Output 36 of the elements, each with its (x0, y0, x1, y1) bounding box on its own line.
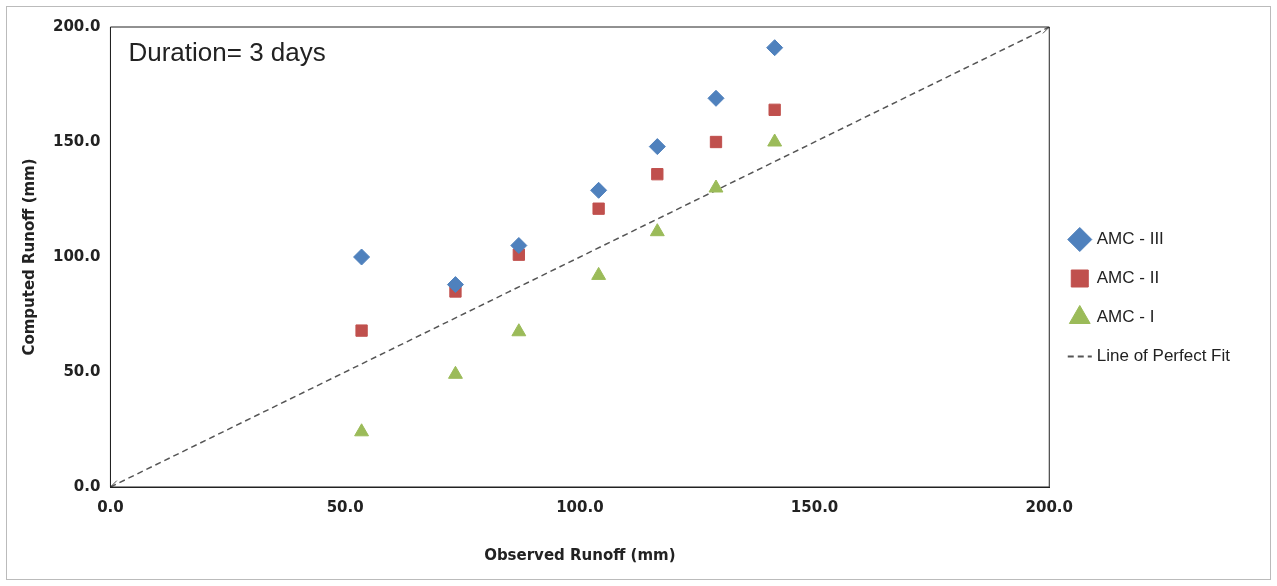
legend-label: AMC - I (1096, 307, 1155, 327)
x-tick-label: 100.0 (556, 497, 604, 516)
point (648, 138, 666, 156)
point (709, 135, 723, 149)
y-axis-title: Computed Runoff (mm) (19, 158, 38, 356)
point (591, 266, 607, 280)
point (592, 202, 605, 215)
y-tick-label: 150.0 (52, 131, 101, 150)
y-tick-label: 0.0 (73, 476, 101, 495)
point (354, 423, 370, 437)
legend-label: AMC - III (1096, 229, 1164, 249)
point (649, 223, 665, 237)
point (708, 179, 724, 193)
annotation: Duration= 3 days (128, 37, 326, 68)
x-tick-label: 50.0 (326, 497, 364, 516)
point (767, 133, 783, 147)
y-tick-label: 100.0 (52, 246, 101, 265)
point (707, 89, 725, 107)
x-tick-label: 150.0 (790, 497, 839, 516)
point (510, 237, 528, 254)
y-tick-label: 200.0 (52, 16, 101, 35)
point (355, 324, 368, 337)
x-tick-label: 200.0 (1025, 497, 1073, 516)
x-tick-label: 0.0 (97, 497, 124, 516)
y-tick-label: 50.0 (63, 361, 101, 380)
point (651, 168, 664, 181)
legend-label: Line of Perfect Fit (1096, 346, 1231, 366)
point (446, 276, 464, 294)
point (768, 103, 781, 116)
point (766, 39, 784, 57)
point (511, 323, 527, 337)
x-axis-title: Observed Runoff (mm) (484, 545, 676, 564)
point (590, 181, 608, 199)
point (353, 248, 371, 266)
point (448, 365, 463, 379)
legend-label: AMC - II (1096, 268, 1160, 288)
